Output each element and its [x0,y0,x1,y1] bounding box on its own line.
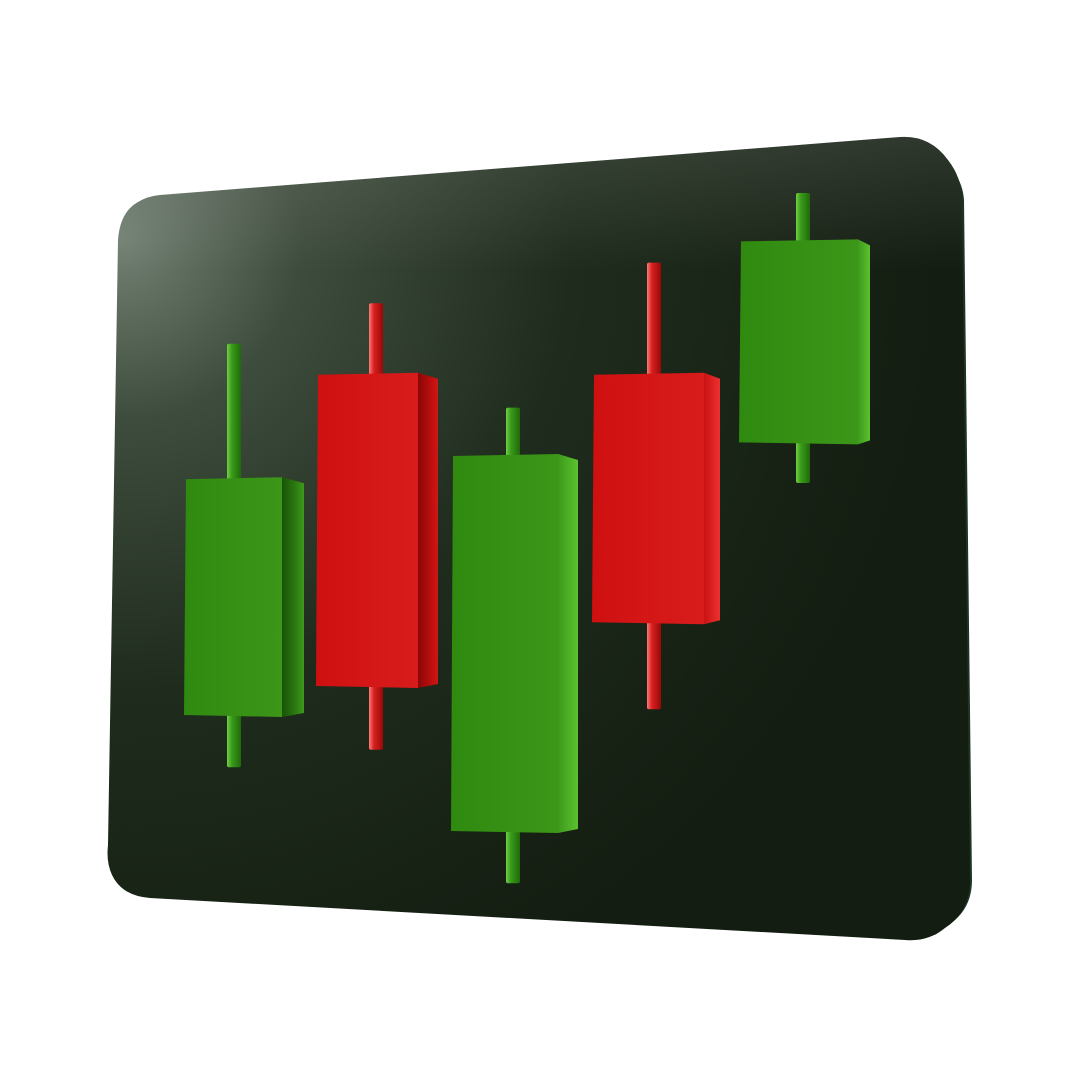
candle-4-lower-wick [647,618,661,710]
candle-2-lower-wick [369,682,383,750]
candle-5-upper-wick [796,193,810,244]
candle-5-lower-wick [796,438,810,483]
candle-2 [316,303,438,750]
candle-2-side [418,372,438,688]
candle-1-body [184,477,282,717]
candle-3-upper-wick [506,407,520,458]
candle-1-side [282,477,304,717]
candle-3-body [451,454,558,833]
candle-3 [451,407,578,884]
candle-4-body [592,372,704,625]
candle-5-side [858,239,870,445]
candle-2-upper-wick [369,303,383,377]
candle-1 [184,343,304,768]
candle-4-side [704,372,720,625]
candle-4 [592,262,720,710]
candle-1-upper-wick [227,343,241,482]
candles-layer [184,193,870,884]
candle-4-upper-wick [647,262,661,377]
candle-3-lower-wick [506,827,520,884]
candle-1-lower-wick [227,711,241,768]
candle-3-side [558,454,578,833]
candle-5-body [739,239,858,445]
candle-2-body [316,372,418,688]
candle-5 [739,193,870,483]
